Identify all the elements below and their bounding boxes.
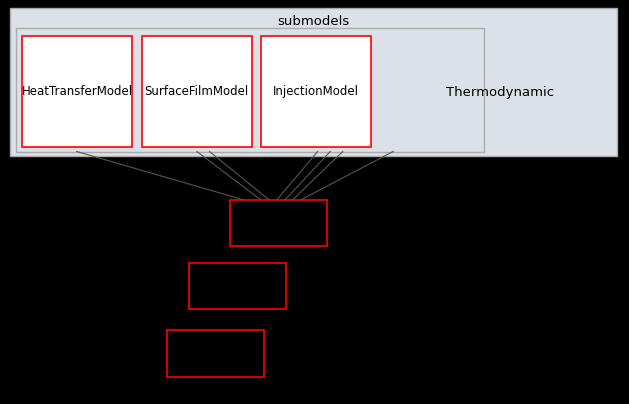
Bar (167, 330, 264, 377)
Text: submodels: submodels (277, 15, 350, 28)
Bar (142, 36, 252, 147)
Bar (261, 36, 371, 147)
Text: HeatTransferModel: HeatTransferModel (21, 85, 133, 99)
Bar (16, 28, 484, 152)
Text: Thermodynamic: Thermodynamic (446, 86, 554, 99)
Text: SurfaceFilmModel: SurfaceFilmModel (145, 85, 248, 99)
Bar (230, 200, 327, 246)
Text: InjectionModel: InjectionModel (273, 85, 359, 99)
Bar (10, 8, 617, 156)
Bar (189, 263, 286, 309)
Bar (22, 36, 132, 147)
